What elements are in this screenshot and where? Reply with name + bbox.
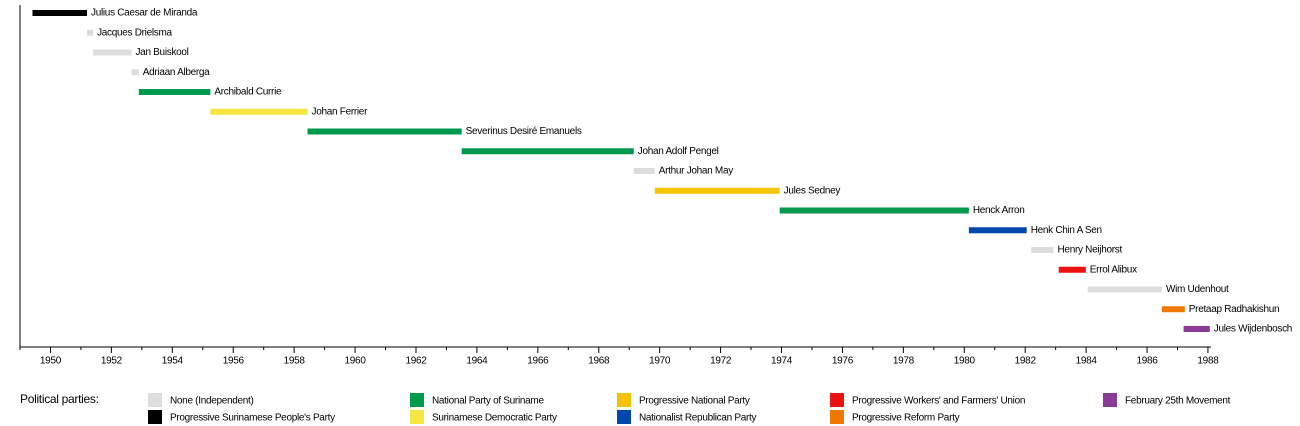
legend-label: Progressive Workers' and Farmers' Union	[852, 396, 1025, 407]
legend-label: February 25th Movement	[1125, 396, 1231, 407]
bar-label: Johan Ferrier	[312, 106, 369, 117]
x-tick-label: 1960	[345, 356, 367, 367]
term-bar	[1058, 266, 1086, 273]
bar-label: Archibald Currie	[214, 87, 282, 98]
x-tick-label: 1974	[771, 356, 793, 367]
x-tick-label: 1950	[40, 356, 62, 367]
legend-label: Progressive Reform Party	[852, 413, 960, 424]
bar-label: Henk Chin A Sen	[1031, 225, 1102, 236]
legend-label: Progressive National Party	[639, 396, 750, 407]
legend-swatch	[148, 393, 162, 407]
term-bar	[93, 49, 132, 56]
bar-label: Julius Caesar de Miranda	[91, 8, 198, 19]
x-tick-label: 1970	[649, 356, 671, 367]
x-tick-label: 1980	[954, 356, 976, 367]
legend-swatch	[830, 410, 844, 424]
bar-label: Henck Arron	[973, 205, 1025, 216]
x-tick-label: 1958	[284, 356, 306, 367]
bar-label: Adriaan Alberga	[143, 67, 210, 78]
term-bar	[461, 148, 634, 155]
bar-label: Johan Adolf Pengel	[638, 146, 719, 157]
term-bar	[633, 168, 655, 174]
x-tick-label: 1954	[162, 356, 184, 367]
legend-label: Progressive Surinamese People's Party	[170, 413, 335, 424]
bar-label: Wim Udenhout	[1166, 284, 1229, 295]
x-tick-label: 1988	[1197, 356, 1219, 367]
x-tick-label: 1982	[1015, 356, 1037, 367]
term-bar	[1161, 306, 1185, 313]
term-bar	[1087, 286, 1162, 293]
legend-swatch	[1103, 393, 1117, 407]
term-bar	[968, 227, 1027, 234]
term-bar	[307, 128, 462, 135]
x-tick-label: 1966	[527, 356, 549, 367]
x-tick-label: 1972	[710, 356, 732, 367]
term-bar	[131, 69, 139, 76]
x-tick-label: 1964	[466, 356, 488, 367]
bar-label: Errol Alibux	[1090, 264, 1137, 275]
bar-label: Severinus Desiré Emanuels	[466, 126, 582, 137]
x-tick-label: 1952	[101, 356, 123, 367]
bar-label: Pretaap Radhakishun	[1189, 304, 1279, 315]
term-bar	[779, 207, 969, 214]
legend-title: Political parties:	[20, 392, 99, 406]
legend-label: Nationalist Republican Party	[639, 413, 757, 424]
legend-swatch	[148, 410, 162, 424]
x-tick-label: 1976	[832, 356, 854, 367]
term-bar	[1183, 326, 1210, 332]
legend-label: National Party of Suriname	[432, 396, 544, 407]
x-tick-label: 1962	[405, 356, 427, 367]
legend-swatch	[617, 410, 631, 424]
term-bar	[1031, 247, 1054, 253]
legend-label: Surinamese Democratic Party	[432, 413, 557, 424]
legend-label: None (Independent)	[170, 396, 254, 407]
term-bar	[654, 187, 780, 194]
legend-swatch	[410, 393, 424, 407]
legend-swatch	[410, 410, 424, 424]
bar-label: Jules Wijdenbosch	[1214, 324, 1292, 335]
x-tick-label: 1984	[1076, 356, 1098, 367]
x-tick-label: 1986	[1137, 356, 1159, 367]
legend-swatch	[617, 393, 631, 407]
term-bar	[87, 29, 94, 36]
x-tick-label: 1978	[893, 356, 915, 367]
bar-label: Jacques Drielsma	[97, 27, 172, 38]
x-tick-label: 1968	[588, 356, 610, 367]
bar-label: Henry Neijhorst	[1058, 245, 1123, 256]
bar-label: Jules Sedney	[784, 185, 841, 196]
bar-label: Jan Buiskool	[135, 47, 188, 58]
x-tick-label: 1956	[223, 356, 245, 367]
term-bar	[138, 89, 211, 95]
term-bar	[32, 10, 88, 16]
term-bar	[210, 108, 308, 115]
bar-label: Arthur Johan May	[659, 166, 733, 177]
legend-swatch	[830, 393, 844, 407]
